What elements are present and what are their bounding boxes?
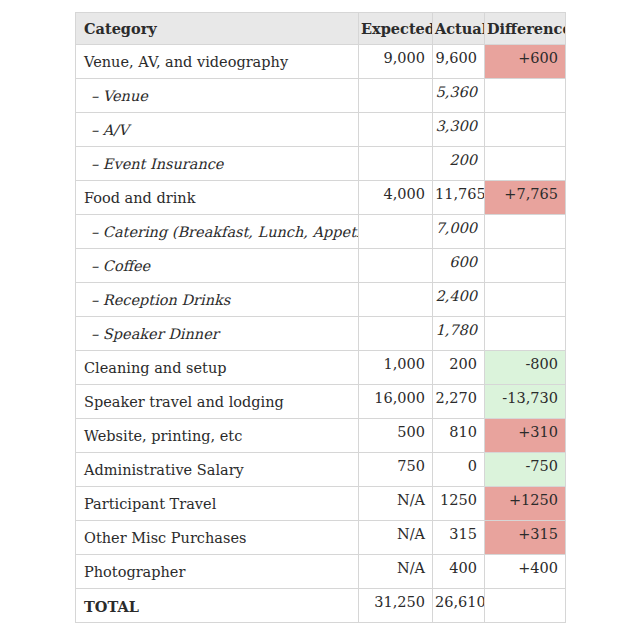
expected-cell: [359, 317, 433, 351]
category-cell: Website, printing, etc: [76, 419, 359, 453]
category-cell: Administrative Salary: [76, 453, 359, 487]
category-cell: – Venue: [76, 79, 359, 113]
table-row: Photographer N/A 400 +400: [76, 555, 566, 589]
actual-cell: 0: [433, 453, 485, 487]
difference-cell: [485, 589, 566, 623]
difference-cell: [485, 249, 566, 283]
column-header-actual: Actual: [433, 13, 485, 45]
difference-cell: +400: [485, 555, 566, 589]
table-row: Food and drink 4,000 11,765 +7,765: [76, 181, 566, 215]
table-row: – Speaker Dinner 1,780: [76, 317, 566, 351]
actual-cell: 5,360: [433, 79, 485, 113]
category-cell: Photographer: [76, 555, 359, 589]
difference-cell: +7,765: [485, 181, 566, 215]
difference-cell: [485, 113, 566, 147]
category-cell: Venue, AV, and videography: [76, 45, 359, 79]
actual-cell: 2,270: [433, 385, 485, 419]
expected-cell: 16,000: [359, 385, 433, 419]
actual-cell: 400: [433, 555, 485, 589]
expected-cell: 500: [359, 419, 433, 453]
actual-cell: 810: [433, 419, 485, 453]
actual-cell: 600: [433, 249, 485, 283]
table-header: Category Expected Actual Difference: [76, 13, 566, 45]
actual-cell: 1250: [433, 487, 485, 521]
expected-cell: [359, 79, 433, 113]
table-row: – Catering (Breakfast, Lunch, Appetizers…: [76, 215, 566, 249]
actual-cell: 200: [433, 351, 485, 385]
header-row: Category Expected Actual Difference: [76, 13, 566, 45]
expected-cell: 750: [359, 453, 433, 487]
expected-cell: 1,000: [359, 351, 433, 385]
category-cell: – Catering (Breakfast, Lunch, Appetizers…: [76, 215, 359, 249]
table-row: TOTAL 31,250 26,610: [76, 589, 566, 623]
category-cell: Other Misc Purchases: [76, 521, 359, 555]
category-cell: – A/V: [76, 113, 359, 147]
category-cell: – Reception Drinks: [76, 283, 359, 317]
difference-cell: -13,730: [485, 385, 566, 419]
category-cell: Cleaning and setup: [76, 351, 359, 385]
actual-cell: 2,400: [433, 283, 485, 317]
expected-cell: N/A: [359, 487, 433, 521]
table-row: Other Misc Purchases N/A 315 +315: [76, 521, 566, 555]
page: Category Expected Actual Difference Venu…: [0, 0, 640, 635]
actual-cell: 26,610: [433, 589, 485, 623]
difference-cell: +315: [485, 521, 566, 555]
actual-cell: 9,600: [433, 45, 485, 79]
difference-cell: [485, 79, 566, 113]
actual-cell: 7,000: [433, 215, 485, 249]
column-header-difference: Difference: [485, 13, 566, 45]
table-row: – A/V 3,300: [76, 113, 566, 147]
table-row: Cleaning and setup 1,000 200 -800: [76, 351, 566, 385]
category-cell: Food and drink: [76, 181, 359, 215]
budget-table: Category Expected Actual Difference Venu…: [75, 12, 566, 623]
column-header-expected: Expected: [359, 13, 433, 45]
difference-cell: -800: [485, 351, 566, 385]
expected-cell: [359, 283, 433, 317]
actual-cell: 200: [433, 147, 485, 181]
category-cell: – Event Insurance: [76, 147, 359, 181]
difference-cell: +600: [485, 45, 566, 79]
difference-cell: [485, 147, 566, 181]
difference-cell: [485, 317, 566, 351]
table-row: Venue, AV, and videography 9,000 9,600 +…: [76, 45, 566, 79]
expected-cell: 9,000: [359, 45, 433, 79]
actual-cell: 1,780: [433, 317, 485, 351]
table-body: Venue, AV, and videography 9,000 9,600 +…: [76, 45, 566, 623]
difference-cell: +1250: [485, 487, 566, 521]
table-row: – Coffee 600: [76, 249, 566, 283]
category-cell: Participant Travel: [76, 487, 359, 521]
actual-cell: 315: [433, 521, 485, 555]
table-row: – Reception Drinks 2,400: [76, 283, 566, 317]
expected-cell: N/A: [359, 555, 433, 589]
expected-cell: [359, 249, 433, 283]
category-cell: Speaker travel and lodging: [76, 385, 359, 419]
table-row: Website, printing, etc 500 810 +310: [76, 419, 566, 453]
expected-cell: N/A: [359, 521, 433, 555]
difference-cell: [485, 215, 566, 249]
difference-cell: +310: [485, 419, 566, 453]
table-row: – Event Insurance 200: [76, 147, 566, 181]
column-header-category: Category: [76, 13, 359, 45]
category-cell: TOTAL: [76, 589, 359, 623]
expected-cell: 4,000: [359, 181, 433, 215]
table-row: Speaker travel and lodging 16,000 2,270 …: [76, 385, 566, 419]
expected-cell: 31,250: [359, 589, 433, 623]
expected-cell: [359, 147, 433, 181]
table-row: – Venue 5,360: [76, 79, 566, 113]
actual-cell: 11,765: [433, 181, 485, 215]
difference-cell: [485, 283, 566, 317]
difference-cell: -750: [485, 453, 566, 487]
category-cell: – Speaker Dinner: [76, 317, 359, 351]
actual-cell: 3,300: [433, 113, 485, 147]
category-cell: – Coffee: [76, 249, 359, 283]
expected-cell: [359, 215, 433, 249]
expected-cell: [359, 113, 433, 147]
table-row: Participant Travel N/A 1250 +1250: [76, 487, 566, 521]
table-row: Administrative Salary 750 0 -750: [76, 453, 566, 487]
